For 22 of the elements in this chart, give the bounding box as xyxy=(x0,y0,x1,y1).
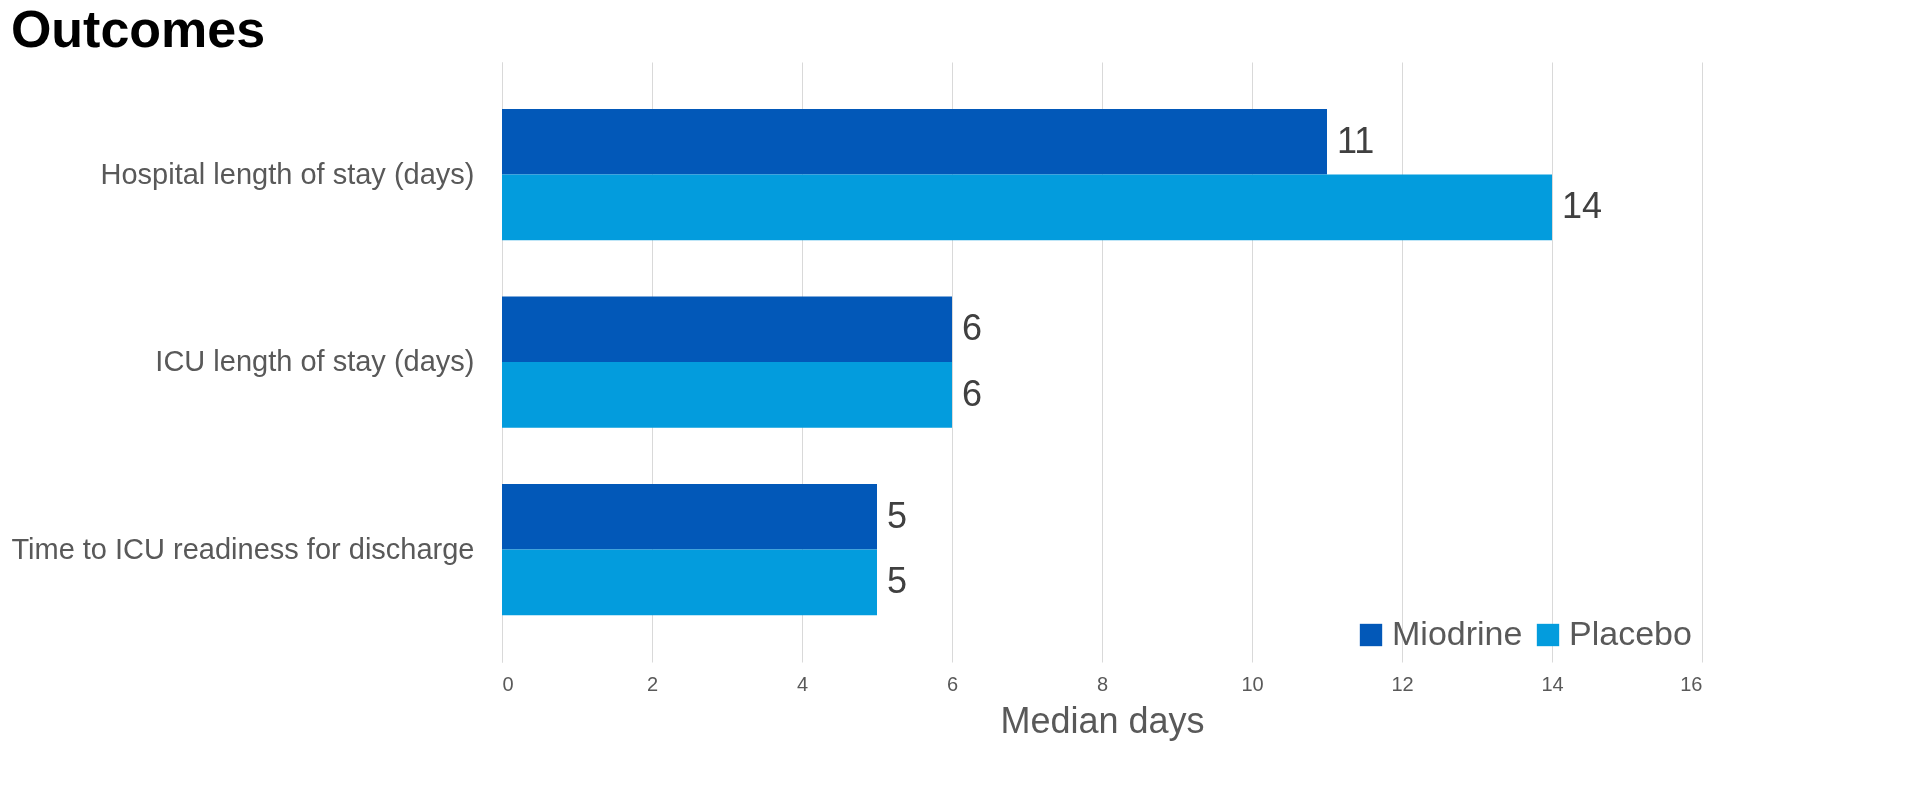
y-tick-label: Hospital length of stay (days) xyxy=(100,157,475,190)
data-label: 6 xyxy=(962,372,983,414)
legend-label: Miodrine xyxy=(1392,614,1523,652)
data-label: 14 xyxy=(1562,185,1603,227)
legend-label: Placebo xyxy=(1569,614,1692,652)
x-tick-label: 14 xyxy=(1541,672,1564,695)
x-tick-label: 0 xyxy=(502,672,514,695)
x-tick-label: 12 xyxy=(1391,672,1414,695)
x-tick-label: 6 xyxy=(946,672,959,695)
data-label: 5 xyxy=(887,494,908,536)
x-tick-label: 4 xyxy=(796,672,809,695)
data-label: 6 xyxy=(962,307,983,349)
x-tick-label: 10 xyxy=(1241,672,1264,695)
data-label: 11 xyxy=(1337,119,1375,161)
data-label: 5 xyxy=(887,560,908,602)
x-tick-label: 8 xyxy=(1096,672,1109,695)
y-tick-label: ICU length of stay (days) xyxy=(155,345,475,377)
x-tick-label: 2 xyxy=(646,672,659,695)
x-tick-label: 16 xyxy=(1680,672,1703,695)
x-axis-title: Median days xyxy=(1000,699,1205,741)
y-tick-label: Time to ICU readiness for discharge xyxy=(11,532,475,565)
chart-title: Outcomes xyxy=(10,0,266,58)
